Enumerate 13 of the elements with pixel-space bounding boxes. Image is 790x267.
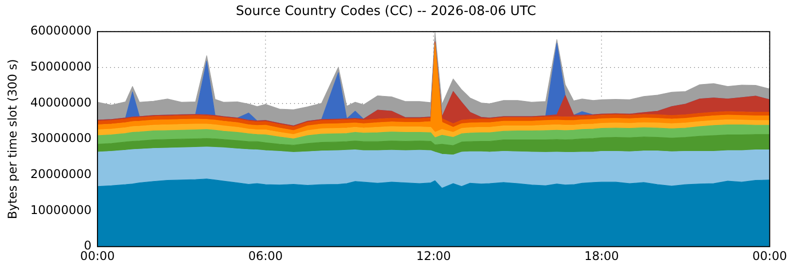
- y-tick-label: 50000000: [30, 60, 92, 74]
- chart-title: Source Country Codes (CC) -- 2026-08-06 UTC: [236, 4, 536, 20]
- x-tick-label: 06:00: [248, 248, 283, 263]
- y-tick-label: 30000000: [30, 131, 92, 146]
- x-tick-label: 18:00: [584, 248, 619, 263]
- x-tick-label: 12:00: [416, 248, 451, 263]
- y-tick-label: 10000000: [30, 202, 92, 217]
- y-tick-label: 20000000: [30, 167, 92, 182]
- y-tick-label: 60000000: [30, 24, 92, 38]
- x-tick-label: 00:00: [752, 248, 788, 263]
- y-axis-title: Bytes per time slot (300 s): [5, 59, 20, 220]
- x-tick-label: 00:00: [80, 248, 115, 263]
- y-tick-label: 40000000: [30, 95, 92, 110]
